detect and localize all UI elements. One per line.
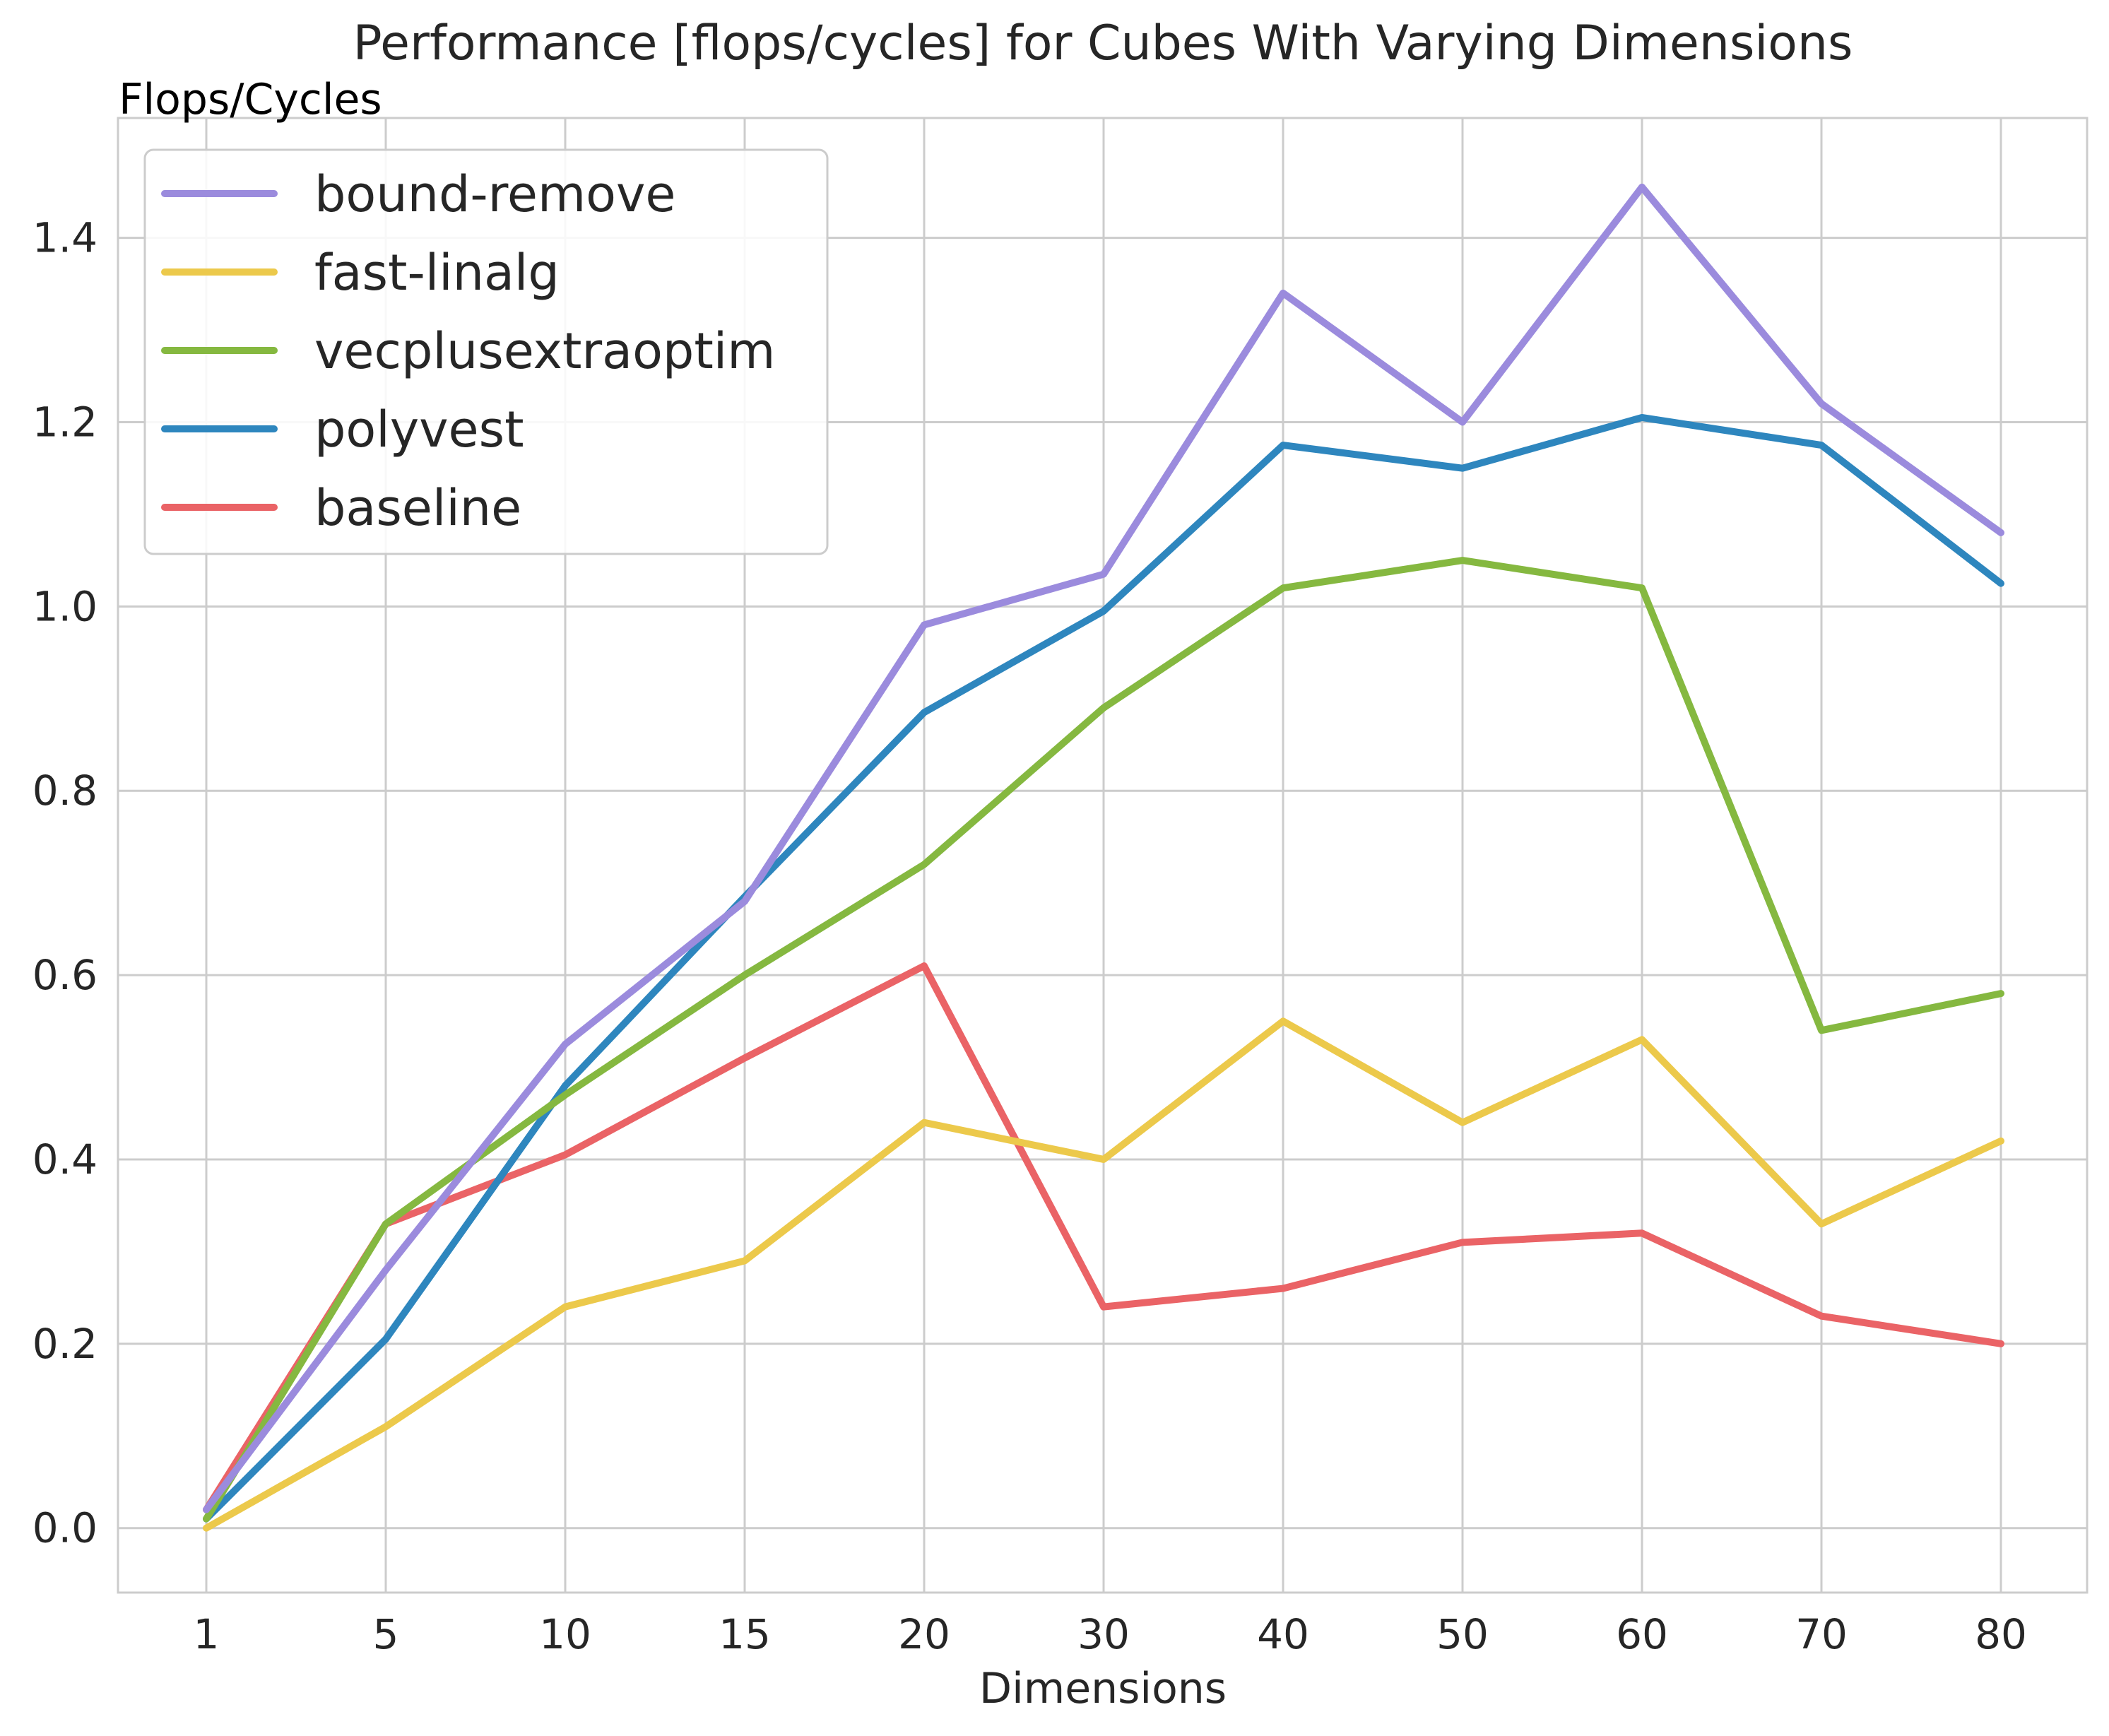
y-axis-ticks: 0.0 0.2 0.4 0.6 0.8 1.0 1.2 1.4 <box>33 214 98 1552</box>
y-tick-label: 0.2 <box>33 1320 98 1368</box>
x-tick-label: 60 <box>1616 1610 1668 1658</box>
plot-area-frame <box>117 117 2089 1594</box>
x-tick-label: 10 <box>539 1610 591 1658</box>
x-tick-label: 40 <box>1257 1610 1309 1658</box>
x-axis-label: Dimensions <box>979 1664 1227 1713</box>
x-axis-ticks: 1 5 10 15 20 30 40 50 60 70 80 <box>194 1610 2027 1658</box>
legend-label-fast-linalg: fast-linalg <box>314 244 560 302</box>
y-tick-label: 1.4 <box>33 214 98 262</box>
x-tick-label: 5 <box>373 1610 399 1658</box>
y-tick-label: 0.4 <box>33 1135 98 1183</box>
legend-items: bound-remove fast-linalg vecplusextraoptim… <box>161 165 775 537</box>
y-tick-label: 0.8 <box>33 767 98 815</box>
series-line-vecplusextraoptim <box>203 557 2004 1523</box>
x-tick-label: 50 <box>1436 1610 1489 1658</box>
series-line-bound-remove <box>203 183 2004 1513</box>
x-tick-label: 20 <box>898 1610 950 1658</box>
y-tick-label: 0.6 <box>33 951 98 999</box>
legend-box <box>143 148 829 555</box>
y-axis-label: Flops/Cycles <box>119 75 382 124</box>
legend-label-bound-remove: bound-remove <box>314 165 676 223</box>
y-tick-label: 1.2 <box>33 398 98 446</box>
x-tick-label: 70 <box>1795 1610 1848 1658</box>
series-lines <box>203 183 2004 1532</box>
series-line-baseline <box>203 962 2004 1513</box>
y-tick-label: 1.0 <box>33 582 98 630</box>
legend-label-vecplusextraoptim: vecplusextraoptim <box>314 322 775 380</box>
legend-label-baseline: baseline <box>314 479 521 537</box>
series-line-polyvest <box>203 413 2004 1523</box>
x-tick-label: 80 <box>1975 1610 2027 1658</box>
y-tick-label: 0.0 <box>33 1504 98 1552</box>
legend: bound-remove fast-linalg vecplusextraoptim… <box>143 148 829 555</box>
x-tick-label: 15 <box>719 1610 771 1658</box>
series-line-fast-linalg <box>203 1017 2004 1532</box>
x-tick-label: 30 <box>1077 1610 1130 1658</box>
chart-title: Performance [flops/cycles] for Cubes Wit… <box>353 16 1853 71</box>
legend-label-polyvest: polyvest <box>314 401 524 459</box>
x-tick-label: 1 <box>194 1610 220 1658</box>
